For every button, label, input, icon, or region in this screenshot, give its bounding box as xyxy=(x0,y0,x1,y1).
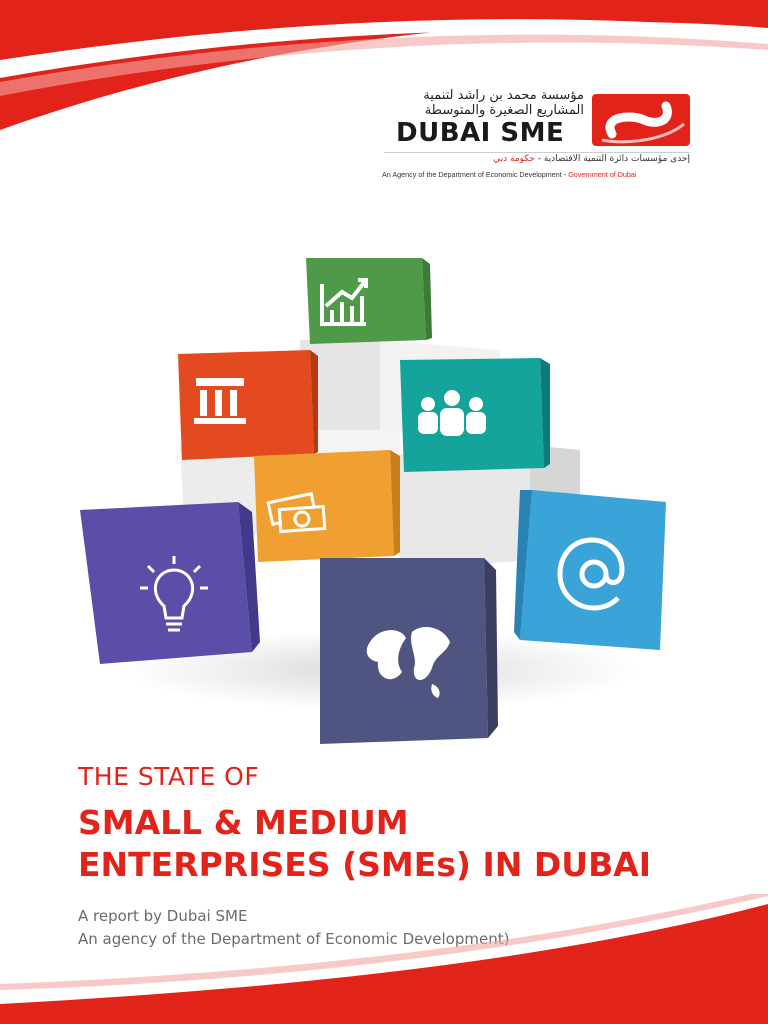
logo-arabic-agency: إحدى مؤسسات دائرة التنمية الاقتصادية - ح… xyxy=(380,154,690,164)
agency-line: An agency of the Department of Economic … xyxy=(78,930,510,948)
title-prefix: THE STATE OF xyxy=(78,762,260,791)
teal-cube xyxy=(400,358,550,472)
money-icon xyxy=(266,491,327,534)
globe-icon xyxy=(366,627,450,698)
logo-name: DUBAI SME xyxy=(396,118,565,148)
logo-divider xyxy=(384,152,690,153)
logo-gov-text: Government of Dubai xyxy=(568,170,637,179)
dubai-sme-mark-icon xyxy=(592,94,690,146)
dubai-sme-logo: مؤسسة محمد بن راشد لتنمية المشاريع الصغي… xyxy=(380,88,700,188)
title-line-1: SMALL & MEDIUM xyxy=(78,803,409,842)
navy-cube xyxy=(320,558,498,744)
cubes-illustration xyxy=(80,258,666,744)
logo-agency-line: An Agency of the Department of Economic … xyxy=(382,170,702,179)
people-icon xyxy=(418,390,486,436)
logo-agency-text: An Agency of the Department of Economic … xyxy=(382,170,569,179)
title-line-2: ENTERPRISES (SMEs) IN DUBAI xyxy=(78,845,652,884)
page-title: SMALL & MEDIUM ENTERPRISES (SMEs) IN DUB… xyxy=(78,802,651,886)
top-swoosh xyxy=(0,0,768,130)
chart-icon xyxy=(320,278,368,326)
logo-arabic-agency-text: إحدى مؤسسات دائرة التنمية الاقتصادية - xyxy=(534,154,690,164)
blue-cube xyxy=(514,490,666,650)
at-icon xyxy=(557,537,625,611)
logo-arabic-gov-text: حكومة دبي xyxy=(493,154,535,164)
bank-icon xyxy=(194,378,246,424)
red-cube xyxy=(178,350,318,460)
logo-arabic-title: مؤسسة محمد بن راشد لتنمية المشاريع الصغي… xyxy=(423,88,584,118)
orange-cube xyxy=(254,450,400,562)
bottom-swoosh xyxy=(0,894,768,1024)
purple-cube xyxy=(80,502,260,664)
green-cube xyxy=(306,258,432,344)
lightbulb-icon xyxy=(140,556,208,632)
report-byline: A report by Dubai SME xyxy=(78,907,248,925)
